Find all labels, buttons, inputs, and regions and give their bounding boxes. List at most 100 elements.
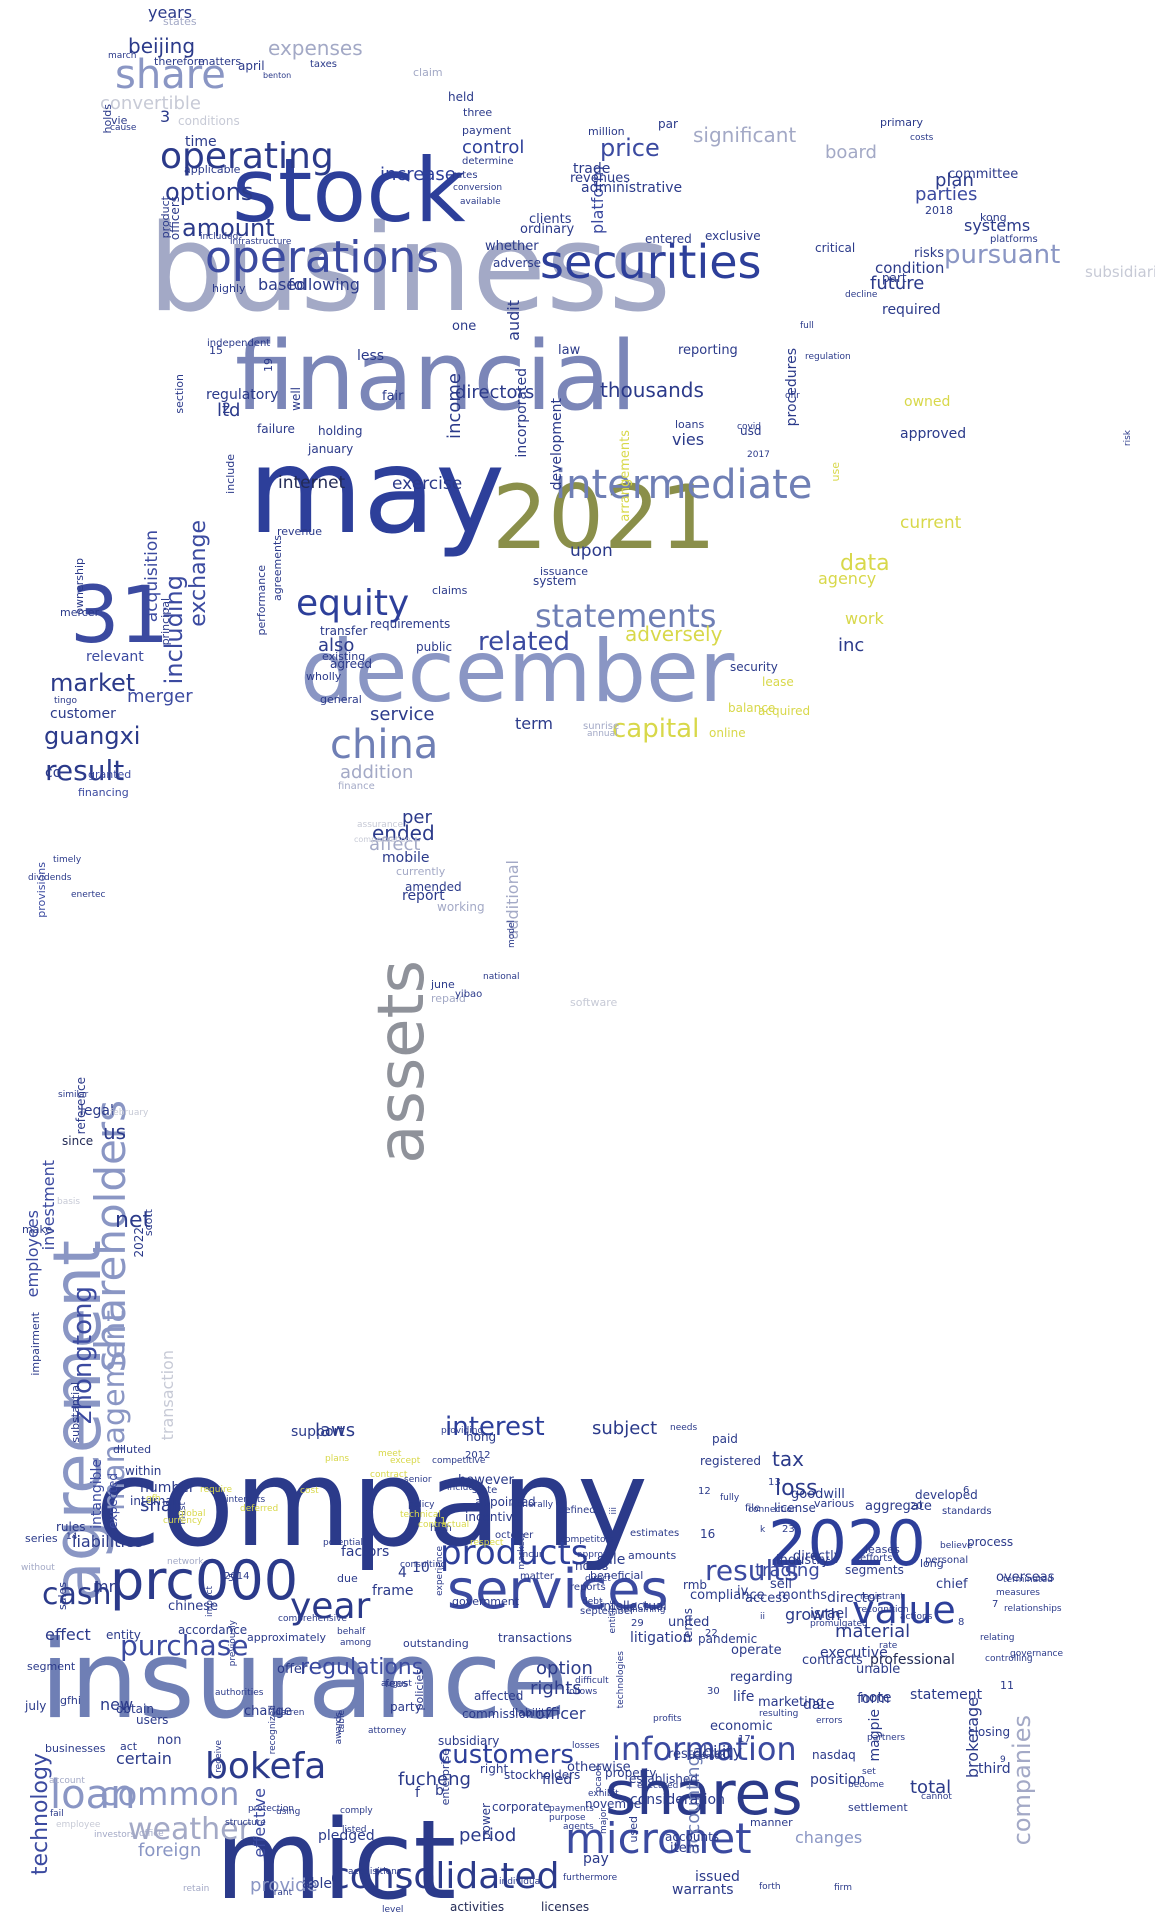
word-statement: statement xyxy=(910,1688,982,1702)
word-paid: paid xyxy=(712,1433,738,1445)
word-part: part xyxy=(882,272,907,284)
word-include: include xyxy=(225,454,236,494)
word-comply: comply xyxy=(340,1807,373,1816)
word-life: life xyxy=(733,1690,754,1704)
word-working: working xyxy=(437,901,485,913)
word-needs: needs xyxy=(670,1424,697,1433)
word-payments: payments xyxy=(549,1805,594,1814)
word-common: common xyxy=(100,1778,239,1810)
word-tingo: tingo xyxy=(54,697,77,706)
word-13: 13 xyxy=(768,1478,781,1488)
word-committee: committee xyxy=(948,168,1018,181)
word-april: april xyxy=(238,60,265,72)
word-receive: receive xyxy=(215,1740,224,1773)
word-highly: highly xyxy=(212,283,246,294)
word-addition: addition xyxy=(340,764,413,782)
word-filed: filed xyxy=(542,1773,572,1787)
word-recognized: recognized xyxy=(269,1705,278,1754)
word-darren: darren xyxy=(275,1709,305,1718)
word-process: process xyxy=(967,1536,1013,1548)
word-less: less xyxy=(357,349,384,363)
word-office: office xyxy=(139,1830,164,1839)
word-act: act xyxy=(120,1741,137,1752)
word-estimates: estimates xyxy=(630,1529,679,1539)
word-pcaob: pcaob xyxy=(595,1765,604,1792)
word-security: security xyxy=(730,661,778,673)
word-providing: providing xyxy=(441,1427,483,1436)
word-term: term xyxy=(515,716,553,732)
word-development: development xyxy=(550,398,564,490)
word-23: 23 xyxy=(782,1525,795,1535)
word-personal: personal xyxy=(925,1556,968,1566)
word-requirements: requirements xyxy=(370,618,450,630)
word-previously: previously xyxy=(229,1620,238,1666)
word-contracts: contracts xyxy=(802,1654,863,1667)
word-lease: lease xyxy=(762,676,794,688)
word-sale: sale xyxy=(597,1553,625,1567)
word-tax: tax xyxy=(772,1449,804,1469)
word-follows: follows xyxy=(566,1688,597,1697)
word-foreign: foreign xyxy=(138,1842,201,1860)
word-able: able xyxy=(302,1877,332,1891)
word-difficult: difficult xyxy=(575,1677,609,1686)
word-consideration: consideration xyxy=(630,1793,725,1807)
word-provisions: provisions xyxy=(36,862,47,918)
word-furthermore: furthermore xyxy=(563,1874,617,1883)
word-3: 3 xyxy=(160,109,170,125)
word-restricted: restricted xyxy=(668,1748,730,1761)
word-iii: iii xyxy=(610,1507,619,1515)
word-time: time xyxy=(185,135,217,149)
word-work: work xyxy=(845,611,884,627)
word-software: software xyxy=(570,997,617,1008)
word-subsidiaries: subsidiaries xyxy=(1085,265,1155,280)
word-conditions: conditions xyxy=(178,115,240,127)
word-acquisitions: acquisitions xyxy=(348,1868,402,1877)
word-governance: governance xyxy=(1010,1650,1063,1659)
word-internet: internet xyxy=(278,475,345,492)
word-following: following xyxy=(288,277,360,293)
word-certain: certain xyxy=(116,1751,172,1767)
word-11: 11 xyxy=(1000,1680,1014,1691)
word-capital: capital xyxy=(612,716,699,742)
word-effect: effect xyxy=(45,1627,91,1643)
word-china: china xyxy=(330,725,438,765)
word-rates: rates xyxy=(452,171,478,181)
word-series: series xyxy=(25,1533,58,1544)
word-f: f xyxy=(415,1786,420,1800)
word-compensation: compensation xyxy=(354,836,411,844)
word-par: par xyxy=(658,118,678,130)
word-investors: investors xyxy=(94,1831,135,1840)
word-2012: 2012 xyxy=(465,1451,490,1461)
word-kong: kong xyxy=(980,212,1007,223)
word-29: 29 xyxy=(631,1619,644,1629)
word-measures: measures xyxy=(996,1589,1040,1598)
word-intangible: intangible xyxy=(90,1459,104,1529)
word-law: law xyxy=(558,344,580,357)
word-entity: entity xyxy=(106,1629,141,1641)
word-transaction: transaction xyxy=(160,1350,176,1440)
word-sales: sales xyxy=(57,1582,68,1610)
word-platforms: platforms xyxy=(990,235,1038,245)
word-aggregate: aggregate xyxy=(865,1500,932,1513)
word-liability: liability xyxy=(512,1707,552,1718)
word-market: market xyxy=(50,671,135,695)
word-corporate: corporate xyxy=(492,1801,550,1813)
word-employee: employee xyxy=(56,1821,100,1830)
word-fully: fully xyxy=(720,1494,739,1503)
word-entered: entered xyxy=(645,233,692,245)
word-agreements: agreements xyxy=(272,535,283,601)
word-ii: ii xyxy=(760,1613,765,1622)
word-structure: structure xyxy=(225,1819,266,1828)
word-million: million xyxy=(588,126,625,137)
word-changes: changes xyxy=(795,1830,862,1846)
word-promulgated: promulgated xyxy=(810,1620,868,1629)
word-authorities: authorities xyxy=(215,1689,263,1698)
word-chief: chief xyxy=(936,1578,968,1591)
word-non: non xyxy=(157,1734,181,1747)
word-k: k xyxy=(760,1526,765,1535)
word-one: one xyxy=(452,320,476,333)
word-individual: individual xyxy=(499,1878,543,1887)
word-primary: primary xyxy=(880,117,923,128)
word-adverse: adverse xyxy=(493,257,541,269)
word-well: well xyxy=(290,387,302,411)
